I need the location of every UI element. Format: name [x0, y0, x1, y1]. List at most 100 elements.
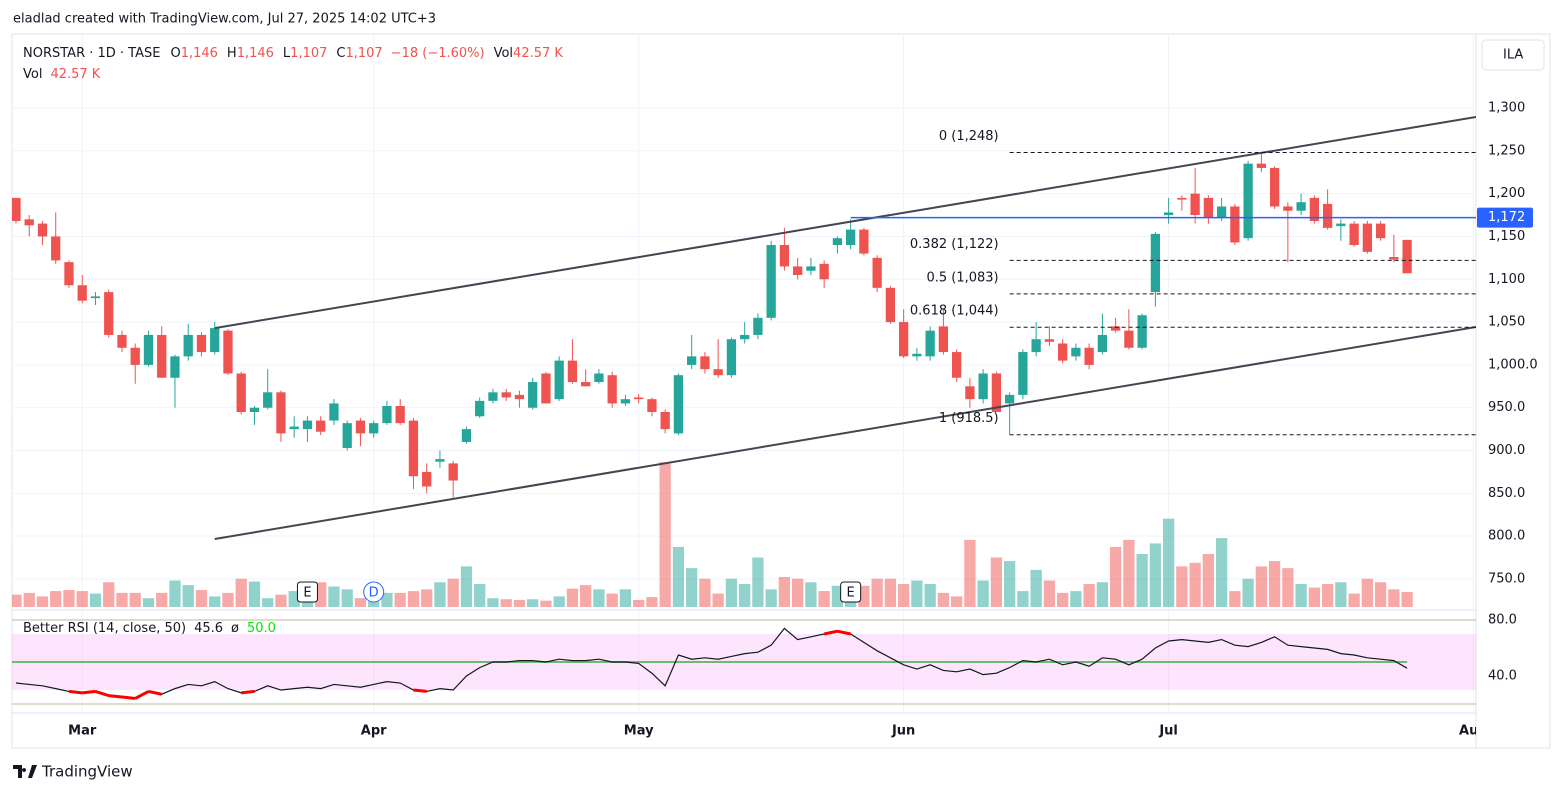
rsi-legend-title: Better RSI (14, close, 50) — [23, 621, 186, 636]
volume-bar — [487, 598, 499, 607]
volume-bar — [951, 596, 963, 607]
volume-bar — [686, 568, 698, 607]
fib-label: 0.382 (1,122) — [910, 237, 999, 252]
rsi-extreme — [121, 695, 136, 700]
candle-body — [1389, 256, 1399, 260]
x-tick-label: Apr — [361, 724, 387, 739]
symbol[interactable]: NORSTAR · 1D · TASE — [23, 46, 160, 61]
volume-bar — [1030, 569, 1042, 607]
candle-body — [223, 330, 233, 374]
legend-value: 1,146 — [237, 46, 274, 61]
candle-body — [1296, 202, 1306, 211]
volume-bar — [341, 589, 353, 607]
event-label[interactable]: E — [847, 586, 855, 601]
candle-body — [289, 426, 299, 430]
event-marker[interactable] — [296, 581, 318, 603]
candle-body — [514, 394, 525, 400]
volume-bar — [1043, 580, 1056, 607]
volume-bar — [765, 589, 777, 607]
rsi-extreme — [148, 689, 163, 696]
candle-body — [700, 356, 710, 370]
price-label: 1,172 — [1488, 210, 1525, 225]
volume-bar — [89, 593, 102, 607]
y-tick-label: 1,000.0 — [1488, 357, 1538, 372]
y-tick-label: 900.0 — [1488, 443, 1525, 458]
candle-body — [581, 382, 591, 387]
candle-body — [634, 397, 644, 400]
candle-body — [1005, 394, 1015, 404]
x-tick-label: Aug — [1459, 724, 1488, 739]
volume-bar — [871, 578, 883, 607]
candle-body — [1230, 206, 1240, 243]
event-label[interactable]: D — [369, 586, 379, 601]
candle-body — [793, 266, 803, 275]
candle-body — [475, 400, 485, 417]
volume-bar — [924, 584, 936, 607]
volume-bar — [831, 585, 844, 607]
volume-bar — [182, 585, 194, 607]
volume-bar — [460, 566, 473, 607]
volume-bar — [76, 591, 88, 607]
candle-body — [77, 285, 87, 301]
volume-bar — [1215, 538, 1228, 607]
fib-label: 0 (1,248) — [939, 129, 999, 144]
volume-bar — [1348, 593, 1360, 607]
candle-body — [37, 223, 48, 237]
candle-body — [1071, 347, 1081, 357]
y-tick-label: 1,100 — [1488, 272, 1525, 287]
volume-bar — [275, 594, 287, 607]
candle-body — [1057, 343, 1068, 361]
volume-bar — [474, 584, 486, 607]
volume-bar — [792, 578, 804, 607]
candle-body — [885, 287, 896, 323]
currency-button[interactable] — [1481, 39, 1545, 71]
candle-body — [501, 392, 511, 398]
candle-body — [130, 347, 140, 365]
volume-bar — [50, 591, 62, 607]
candle-body — [541, 373, 551, 404]
event-marker[interactable] — [840, 581, 862, 603]
volume-bar — [699, 578, 711, 607]
currency[interactable]: ILA — [1503, 48, 1523, 63]
y-tick-label: 1,050 — [1488, 315, 1525, 330]
event-label[interactable]: E — [303, 586, 311, 601]
volume-bar — [116, 592, 128, 607]
rsi-legend-symbol: ø — [231, 621, 239, 636]
volume-bar — [1149, 543, 1162, 607]
volume-bar — [778, 576, 791, 607]
candle-body — [1362, 223, 1372, 252]
volume-bar — [156, 592, 168, 607]
volume-bar — [1242, 578, 1254, 607]
volume-bar — [1083, 584, 1095, 607]
volume-bar — [725, 578, 738, 607]
volume-bar — [1123, 539, 1135, 607]
volume-bar — [23, 592, 35, 607]
trendline — [214, 325, 1476, 540]
candle-body — [1349, 223, 1359, 246]
volume-bar — [63, 590, 75, 607]
volume-bar — [328, 586, 340, 607]
trendline — [214, 115, 1476, 330]
candle-body — [1124, 330, 1134, 348]
volume-bar — [513, 599, 526, 607]
volume-bar — [911, 580, 923, 607]
volume-bar — [12, 594, 22, 607]
volume-bar — [248, 581, 261, 607]
legend-key: C — [336, 46, 345, 61]
volume-bar — [964, 539, 976, 607]
x-tick-label: Jul — [1158, 724, 1178, 739]
rsi-extreme — [823, 629, 838, 636]
candle-body — [157, 334, 167, 378]
candle-body — [342, 423, 352, 448]
candle-body — [1203, 197, 1214, 218]
volume-bar — [1176, 566, 1188, 607]
candle-body — [263, 392, 273, 408]
event-marker[interactable] — [363, 581, 385, 603]
volume-bar — [1321, 584, 1334, 607]
candle-body — [422, 471, 432, 487]
volume-bar — [354, 598, 367, 607]
candle-body — [1018, 352, 1028, 395]
candle-body — [382, 406, 392, 424]
candle-body — [1336, 223, 1346, 227]
candle-body — [872, 257, 882, 288]
